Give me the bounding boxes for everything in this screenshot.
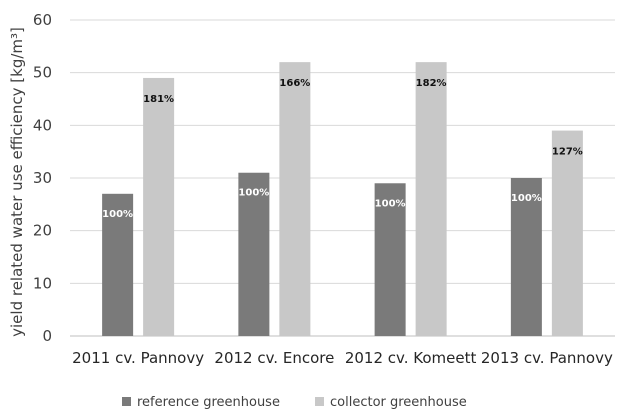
- bar-reference: [238, 172, 270, 336]
- y-axis-label: yield related water use efficiency [kg/m…: [8, 27, 26, 337]
- bar-percent-label: 100%: [511, 193, 542, 204]
- legend-item-reference: reference greenhouse: [122, 395, 280, 409]
- legend-label: collector greenhouse: [330, 395, 467, 409]
- bar-percent-label: 127%: [552, 147, 583, 158]
- y-axis-ticks: 0 10 20 30 40 50 60: [33, 11, 52, 345]
- x-category-label: 2011 cv. Pannovy: [72, 349, 204, 367]
- x-category-label: 2013 cv. Pannovy: [481, 349, 613, 367]
- bar-labels: 100% 181% 100% 166% 100% 182% 100% 127%: [102, 78, 583, 220]
- bar-percent-label: 182%: [416, 78, 447, 89]
- legend-label: reference greenhouse: [137, 395, 280, 409]
- y-tick-label: 30: [33, 169, 52, 187]
- y-tick-label: 40: [33, 116, 52, 134]
- bar-collector: [415, 62, 447, 337]
- bar-reference: [374, 183, 406, 336]
- y-tick-label: 50: [33, 64, 52, 82]
- y-tick-label: 0: [42, 327, 52, 345]
- y-tick-label: 10: [33, 274, 52, 292]
- bar-percent-label: 100%: [102, 209, 133, 220]
- y-tick-label: 20: [33, 222, 52, 240]
- legend-swatch: [315, 397, 324, 406]
- bar-collector: [143, 77, 175, 336]
- x-category-label: 2012 cv. Komeett: [345, 349, 477, 367]
- legend: reference greenhouse collector greenhouse: [122, 395, 467, 409]
- x-category-label: 2012 cv. Encore: [214, 349, 334, 367]
- bar-percent-label: 100%: [375, 198, 406, 209]
- bar-reference: [510, 178, 542, 336]
- bar-collector: [279, 62, 311, 337]
- bar-collector: [551, 130, 583, 336]
- y-tick-label: 60: [33, 11, 52, 29]
- bars: [102, 62, 583, 337]
- legend-swatch: [122, 397, 131, 406]
- bar-percent-label: 100%: [238, 188, 269, 199]
- bar-reference: [102, 193, 134, 336]
- legend-item-collector: collector greenhouse: [315, 395, 467, 409]
- bar-percent-label: 166%: [279, 78, 310, 89]
- bar-percent-label: 181%: [143, 94, 174, 105]
- x-axis-categories: 2011 cv. Pannovy 2012 cv. Encore 2012 cv. …: [72, 349, 613, 367]
